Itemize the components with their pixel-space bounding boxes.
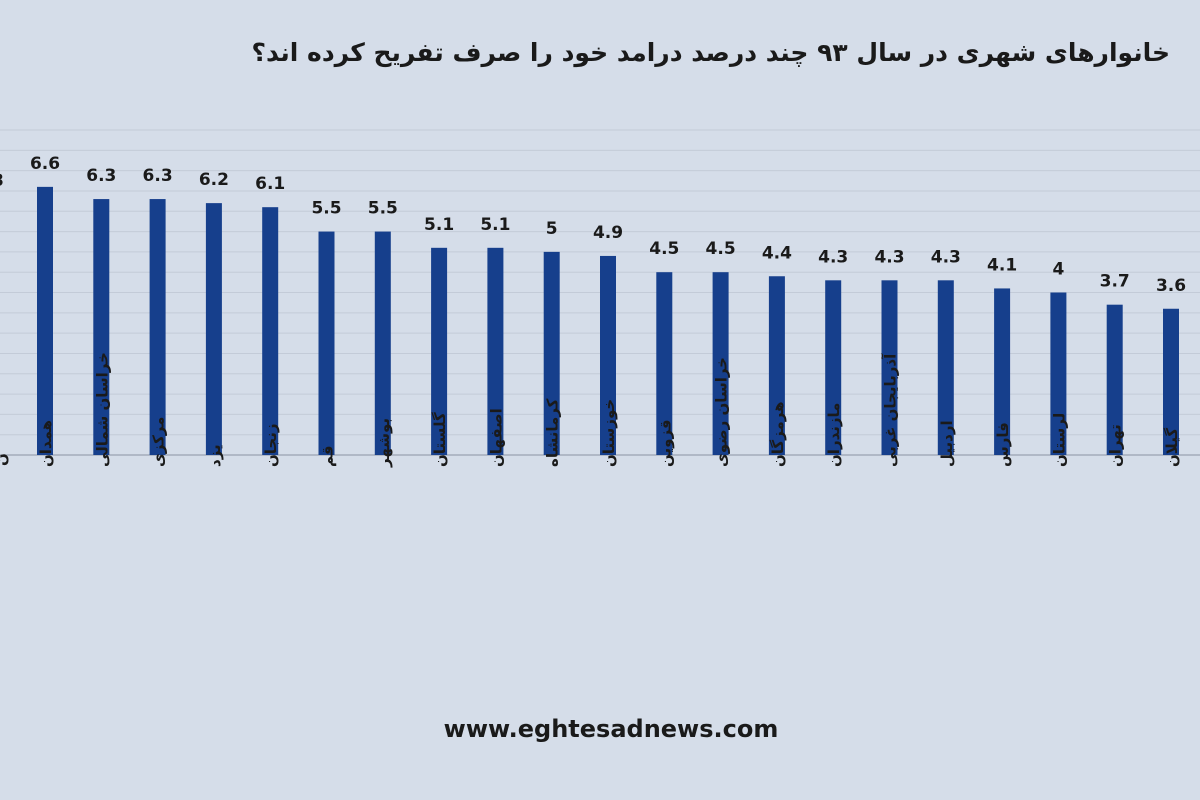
bar: [149, 199, 166, 455]
category-label: قزوین: [656, 419, 674, 467]
value-label: 4: [1052, 260, 1064, 280]
bars: [37, 186, 1179, 455]
value-label: 5: [546, 219, 558, 239]
value-label: 6.3: [143, 166, 173, 186]
category-label: گلستان: [431, 412, 449, 467]
bar: [656, 272, 673, 455]
bar: [543, 251, 560, 455]
bar: [431, 247, 448, 455]
bar: [1106, 304, 1123, 455]
bar: [205, 203, 222, 455]
value-label: 5.1: [424, 215, 454, 235]
value-label: 4.3: [874, 247, 904, 267]
category-label: خراسان شمالی: [93, 352, 111, 467]
bar: [262, 207, 279, 455]
value-label: 6.1: [255, 174, 285, 194]
category-label: خوزستان: [600, 399, 618, 467]
value-label: 4.5: [706, 239, 736, 259]
bar: [712, 272, 729, 455]
bar: [487, 247, 504, 455]
value-label: 3.7: [1100, 272, 1130, 292]
bar: [37, 186, 53, 455]
value-labels: 3 6.6 6.3 6.3 6.2 6.1 5.5 5.5 5.1 5.1 5 4.9 4.5 4.5 4.…: [0, 154, 1186, 296]
category-label: لرستان: [1050, 413, 1068, 467]
category-label: آذربایجان غربی: [882, 353, 900, 467]
bar: [93, 199, 110, 455]
category-label: بوشهر: [375, 418, 393, 468]
bar: [374, 231, 391, 455]
category-label: اردبیل: [938, 420, 956, 467]
category-label: مرکزی: [150, 417, 168, 467]
category-label: ن: [0, 453, 10, 466]
value-label: 4.3: [818, 247, 848, 267]
category-label: همدان: [37, 420, 55, 467]
value-label: 3.6: [1156, 276, 1186, 296]
value-label: 4.5: [649, 239, 679, 259]
category-label: فارس: [994, 422, 1012, 467]
category-labels: ن همدان خراسان شمالی مرکزی یزد زنجان قم بوشهر گل…: [0, 352, 1181, 468]
value-label: 4.4: [762, 243, 792, 263]
bar: [318, 231, 335, 455]
category-label: گیلان: [1163, 428, 1181, 467]
category-label: اصفهان: [487, 408, 505, 467]
value-label: 6.2: [199, 170, 229, 190]
bar: [825, 280, 842, 455]
value-label: 6.6: [30, 154, 60, 174]
bar: [1050, 292, 1067, 455]
category-label: کرمانشاه: [544, 398, 562, 467]
value-label: 5.1: [480, 215, 510, 235]
source-url: www.eghtesadnews.com: [443, 715, 779, 743]
value-label: 4.1: [987, 255, 1017, 275]
bar: [881, 280, 898, 455]
bar: [994, 288, 1011, 455]
category-label: قم: [319, 445, 337, 467]
bar: [1163, 308, 1179, 455]
bar: [768, 276, 785, 455]
category-label: تهران: [1107, 424, 1125, 467]
category-label: مازندران: [825, 403, 843, 467]
chart-title: خانوارهای شهری در سال ۹۳ چند درصد درامد …: [251, 38, 1170, 67]
value-label: 5.5: [368, 199, 398, 219]
value-label: 3: [0, 171, 4, 191]
category-label: یزد: [206, 444, 224, 467]
category-label: خراسان رضوی: [713, 357, 731, 467]
value-label: 5.5: [311, 199, 341, 219]
category-label: هرمزگان: [769, 401, 787, 467]
bar: [600, 255, 616, 455]
value-label: 4.9: [593, 223, 623, 243]
value-label: 6.3: [86, 166, 116, 186]
value-label: 4.3: [931, 247, 961, 267]
category-label: زنجان: [262, 423, 280, 467]
bar: [937, 280, 954, 455]
